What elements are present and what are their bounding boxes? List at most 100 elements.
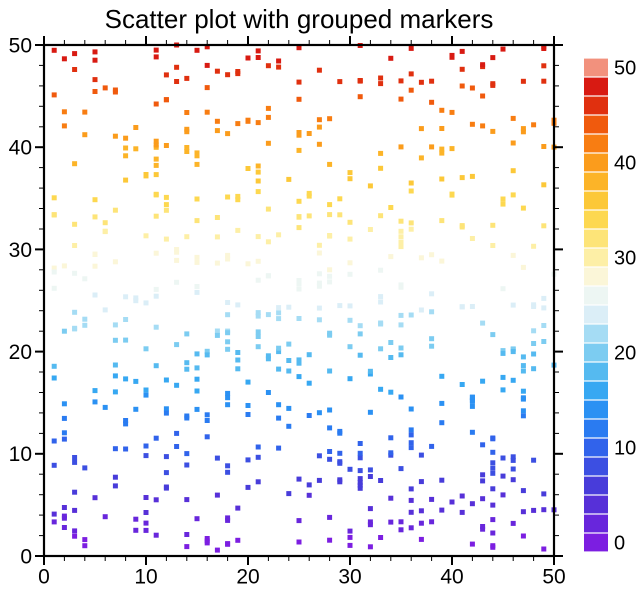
scatter-marker <box>327 212 333 218</box>
scatter-marker <box>255 310 261 316</box>
scatter-marker <box>112 87 118 93</box>
scatter-marker <box>480 378 486 384</box>
scatter-marker <box>388 355 394 360</box>
scatter-marker <box>347 303 353 309</box>
scatter-marker <box>541 507 547 513</box>
scatter-marker <box>306 482 312 488</box>
scatter-marker <box>337 479 343 485</box>
scatter-marker <box>245 484 251 490</box>
scatter-marker <box>296 281 302 287</box>
scatter-marker <box>225 252 231 258</box>
scatter-marker <box>327 116 333 122</box>
colorbar-box <box>584 134 608 153</box>
scatter-marker <box>490 465 496 471</box>
scatter-marker <box>408 180 414 186</box>
scatter-marker <box>398 144 404 150</box>
scatter-marker <box>480 478 486 484</box>
scatter-marker <box>316 283 322 289</box>
scatter-marker <box>418 479 424 485</box>
scatter-marker <box>367 227 373 232</box>
scatter-marker <box>296 539 302 545</box>
scatter-marker <box>327 202 333 208</box>
scatter-marker <box>347 528 353 534</box>
scatter-marker <box>214 118 220 124</box>
scatter-marker <box>500 374 506 380</box>
scatter-marker <box>194 406 200 412</box>
scatter-marker <box>296 130 302 135</box>
scatter-marker <box>255 234 261 240</box>
scatter-marker <box>541 295 547 301</box>
scatter-marker <box>123 153 129 159</box>
scatter-marker <box>296 360 302 366</box>
scatter-marker <box>327 456 333 462</box>
scatter-marker <box>296 476 302 482</box>
scatter-marker <box>143 495 149 500</box>
scatter-marker <box>225 194 231 200</box>
scatter-marker <box>255 313 261 319</box>
scatter-marker <box>102 220 108 226</box>
scatter-marker <box>174 249 180 255</box>
scatter-marker <box>316 67 322 73</box>
scatter-marker <box>327 425 333 431</box>
scatter-marker <box>112 483 118 489</box>
scatter-marker <box>184 532 190 537</box>
scatter-marker <box>541 546 547 552</box>
colorbar-box <box>584 324 608 343</box>
scatter-marker <box>174 342 180 348</box>
scatter-marker <box>347 466 353 472</box>
scatter-marker <box>286 176 292 182</box>
scatter-marker <box>163 143 169 148</box>
scatter-marker <box>276 415 282 421</box>
scatter-marker <box>92 214 98 220</box>
scatter-marker <box>51 195 57 201</box>
scatter-marker <box>347 176 353 182</box>
scatter-marker <box>429 309 435 315</box>
scatter-marker <box>194 150 200 156</box>
scatter-marker <box>61 513 67 519</box>
scatter-marker <box>337 460 343 466</box>
scatter-marker <box>255 479 261 485</box>
scatter-marker <box>459 175 465 181</box>
scatter-marker <box>316 271 322 277</box>
scatter-marker <box>469 173 475 179</box>
scatter-marker <box>123 177 129 183</box>
scatter-marker <box>163 97 169 103</box>
scatter-marker <box>276 366 282 372</box>
scatter-marker <box>286 358 292 363</box>
scatter-marker <box>72 51 78 57</box>
scatter-marker <box>214 128 220 134</box>
scatter-marker <box>235 193 241 199</box>
scatter-marker <box>286 304 292 310</box>
scatter-marker <box>490 332 496 338</box>
scatter-marker <box>265 273 271 279</box>
scatter-marker <box>520 413 526 419</box>
scatter-marker <box>520 533 526 539</box>
scatter-marker <box>398 234 404 240</box>
scatter-marker <box>408 45 414 51</box>
colorbar-box <box>584 153 608 172</box>
scatter-marker <box>541 223 547 229</box>
scatter-marker <box>265 105 271 111</box>
scatter-marker <box>357 480 363 485</box>
scatter-marker <box>265 356 271 362</box>
scatter-marker <box>255 258 261 264</box>
colorbar-labels: 0 10 20 30 40 50 <box>614 58 636 555</box>
x-tick-label: 20 <box>236 565 259 588</box>
colorbar-box <box>584 476 608 495</box>
scatter-marker <box>276 58 282 64</box>
scatter-marker <box>510 466 516 472</box>
scatter-marker <box>184 145 190 150</box>
scatter-marker <box>510 168 516 174</box>
scatter-marker <box>194 516 200 522</box>
scatter-marker <box>235 357 241 363</box>
scatter-marker <box>316 250 322 256</box>
scatter-marker <box>531 304 537 309</box>
scatter-marker <box>306 193 312 199</box>
scatter-marker <box>378 165 384 171</box>
scatter-marker <box>214 328 220 334</box>
scatter-marker <box>92 49 98 55</box>
scatter-marker <box>459 382 465 387</box>
x-tick-label: 40 <box>440 565 463 588</box>
scatter-marker <box>459 83 465 89</box>
scatter-marker <box>102 404 108 410</box>
